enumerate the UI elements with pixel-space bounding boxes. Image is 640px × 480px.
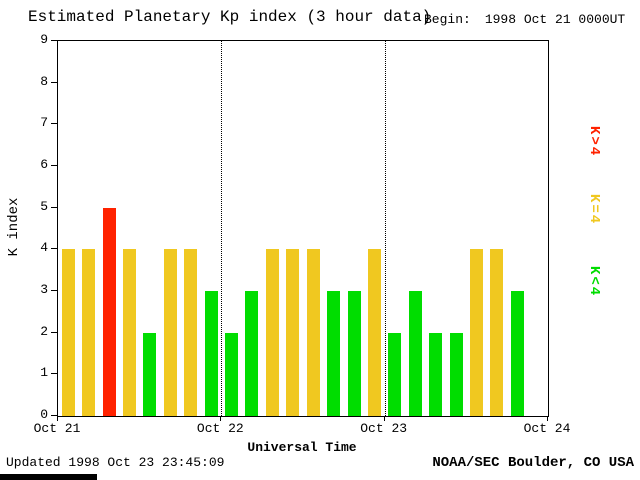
updated-timestamp: Updated 1998 Oct 23 23:45:09 [6,455,225,470]
y-tick-label: 1 [40,365,48,381]
kp-bar [61,249,75,416]
chart-title: Estimated Planetary Kp index (3 hour dat… [28,8,432,26]
x-tick-label: Oct 24 [523,421,571,436]
kp-bar [245,291,259,416]
kp-bar [225,332,239,416]
kp-bar [306,249,320,416]
x-tick-label: Oct 22 [196,421,244,436]
y-tick-label: 4 [40,240,48,256]
x-tick-label: Oct 23 [360,421,408,436]
kp-bar [347,291,361,416]
y-tick-label: 3 [40,282,48,297]
kp-bar [184,249,198,416]
x-tick-label: Oct 21 [33,421,81,436]
y-tick-mark [51,123,57,125]
kp-bar [490,249,504,416]
kp-bar [510,291,524,416]
bottom-rule [0,474,97,480]
begin-label: Begin: [424,12,471,27]
source-attribution: NOAA/SEC Boulder, CO USA [432,455,634,471]
day-boundary-gridline [384,41,386,416]
kp-bar [408,291,422,416]
legend-item-k-eq-4: K=4 [586,194,602,226]
day-boundary-gridline [221,41,223,416]
y-tick-label: 7 [40,115,48,131]
y-tick-label: 9 [40,32,48,47]
y-tick-mark [51,248,57,250]
y-tick-mark [51,290,57,291]
x-axis-label: Universal Time [247,440,357,455]
y-tick-mark [51,331,57,333]
kp-bar [102,207,116,416]
y-tick-mark [51,206,57,208]
y-tick-label: 6 [40,157,48,172]
kp-bar [327,291,341,416]
kp-bar [449,332,463,416]
y-tick-label: 5 [40,198,48,214]
kp-bar [204,291,218,416]
kp-bar [286,249,300,416]
y-tick-label: 2 [40,323,48,339]
y-tick-mark [51,415,57,416]
y-tick-label: 8 [40,73,48,89]
kp-bar [122,249,136,416]
y-tick-mark [51,81,57,83]
legend-item-k-gt-4: K>4 [586,126,602,158]
y-tick-label: 0 [40,407,48,422]
y-tick-mark [51,165,57,166]
kp-bar [470,249,484,416]
begin-value: 1998 Oct 21 0000UT [484,12,626,27]
kp-bar [265,249,279,416]
kp-bar [163,249,177,416]
x-tick-mark [383,416,385,421]
kp-bar [143,332,157,416]
begin-info: Begin: 1998 Oct 21 0000UT [424,12,625,27]
y-tick-mark [51,373,57,375]
y-axis-label: K index [6,197,22,257]
kp-bar [429,332,443,416]
plot-area [57,40,549,417]
kp-bar [367,249,381,416]
x-tick-mark [57,416,58,421]
x-tick-mark [547,416,548,421]
legend-item-k-lt-4: K<4 [586,266,602,298]
y-tick-mark [51,40,57,41]
kp-bar [82,249,96,416]
kp-bar [388,332,402,416]
x-tick-mark [220,416,222,421]
